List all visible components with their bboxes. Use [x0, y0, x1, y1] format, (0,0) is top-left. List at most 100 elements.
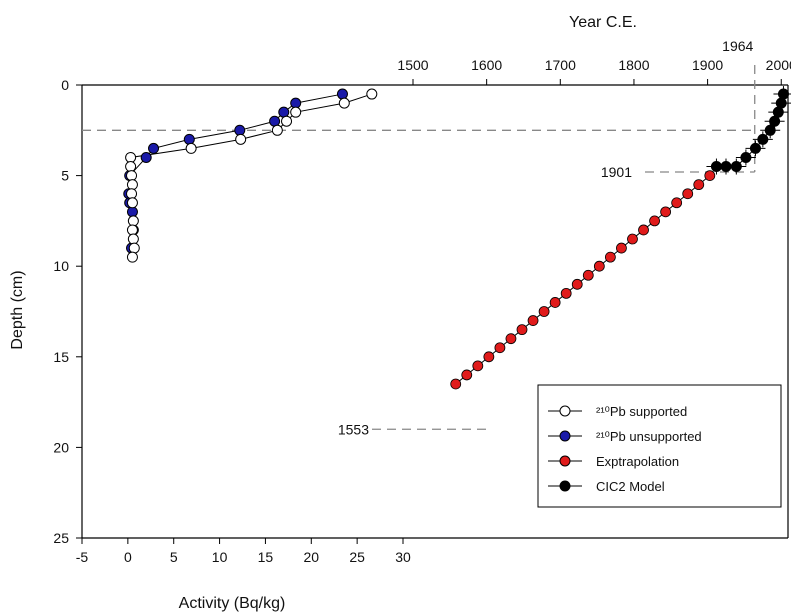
extrapolation-series-line: [455, 175, 711, 385]
extrapolation-point: [461, 369, 473, 381]
extrapolation-point: [693, 179, 705, 191]
supported-point: [366, 88, 378, 100]
x-tick-label: 0: [124, 549, 132, 565]
model-point: [777, 88, 789, 100]
year-tick-label-1964: 1964: [722, 38, 753, 54]
x-tick-label: 15: [258, 549, 274, 565]
model-point: [764, 124, 776, 136]
annotation-1901: 1901: [601, 164, 632, 180]
axis-ticks: -5 0 5 10 15 20 25 30 0 5 10 15 20 25 1500 1600 1700 1800…: [53, 38, 791, 565]
extrapolation-point: [638, 224, 649, 236]
data-marks: [123, 86, 791, 390]
year-tick-label: 1500: [397, 57, 428, 73]
year-tick-label: 1700: [545, 57, 576, 73]
model-point: [775, 97, 787, 109]
unsupported-point: [234, 124, 246, 136]
extrapolation-point: [616, 242, 627, 254]
supported-point: [126, 188, 138, 200]
supported-point: [126, 170, 138, 182]
supported-point: [126, 224, 138, 236]
legend-swatch-marker: [559, 430, 571, 442]
model-point: [757, 133, 769, 145]
extrapolation-point: [671, 197, 683, 209]
legend-swatch-marker: [559, 480, 571, 492]
extrapolation-point: [604, 251, 616, 263]
supported-point: [271, 124, 283, 136]
year-tick-label: 1600: [471, 57, 502, 73]
x-tick-label: 30: [395, 549, 411, 565]
unsupported-point: [126, 206, 138, 218]
legend-label: ²¹⁰Pb unsupported: [596, 429, 702, 444]
legend-label: ²¹⁰Pb supported: [596, 404, 687, 419]
supported-point: [126, 251, 138, 263]
model-point: [769, 115, 781, 127]
legend-box: [537, 384, 782, 508]
plot-frame: [81, 84, 789, 539]
extrapolation-point: [593, 260, 605, 272]
supported-point: [235, 133, 247, 145]
y-tick-label: 5: [61, 168, 69, 184]
supported-point: [126, 179, 138, 191]
extrapolation-point: [649, 215, 660, 227]
y-tick-label: 15: [53, 349, 69, 365]
supported-point: [338, 97, 350, 109]
x-axis-label: Activity (Bq/kg): [179, 595, 286, 612]
annotation-1553: 1553: [338, 421, 369, 437]
extrapolation-point: [538, 306, 550, 317]
supported-point: [125, 161, 137, 173]
year-tick-label: 1900: [692, 57, 723, 73]
extrapolation-point: [682, 188, 694, 200]
y-tick-label: 10: [53, 258, 69, 274]
extrapolation-point: [483, 351, 495, 363]
model-point: [740, 151, 752, 163]
x-tick-label: 10: [212, 549, 228, 565]
model-point: [710, 161, 722, 173]
supported-point: [185, 142, 197, 154]
top-year-axis-label: Year C.E.: [569, 14, 637, 31]
x-tick-label: 5: [170, 549, 178, 565]
legend: ²¹⁰Pb supported ²¹⁰Pb unsupported Exptrapo…: [537, 384, 782, 508]
extrapolation-point: [627, 233, 638, 245]
reference-lines: [82, 65, 756, 430]
y-tick-label: 25: [53, 530, 69, 546]
x-tick-label: 20: [303, 549, 319, 565]
unsupported-series-line: [128, 93, 343, 249]
extrapolation-point: [660, 206, 672, 218]
unsupported-point: [140, 151, 152, 163]
annotations: 1901 1553: [338, 164, 632, 437]
unsupported-point: [278, 106, 290, 118]
legend-label: Exptrapolation: [596, 454, 679, 469]
y-tick-label: 20: [53, 439, 69, 455]
supported-point: [127, 215, 139, 227]
unsupported-point: [269, 115, 281, 127]
supported-series-line: [130, 93, 372, 258]
extrapolation-point: [704, 170, 716, 182]
unsupported-point: [183, 133, 195, 145]
extrapolation-point: [505, 333, 517, 345]
unsupported-point: [336, 88, 348, 100]
extrapolation-point: [516, 324, 528, 336]
extrapolation-point: [549, 297, 561, 308]
supported-point: [290, 106, 302, 118]
supported-point: [127, 233, 139, 245]
extrapolation-point: [582, 269, 594, 281]
model-point: [749, 142, 761, 154]
unsupported-point: [148, 142, 160, 154]
supported-point: [126, 197, 138, 209]
legend-label: CIC2 Model: [596, 479, 665, 494]
y-axis-label: Depth (cm): [9, 270, 26, 349]
x-tick-label: -5: [76, 549, 89, 565]
extrapolation-point: [494, 342, 506, 354]
supported-point: [128, 242, 140, 254]
legend-swatch-marker: [559, 455, 571, 467]
year-tick-label: 2000: [766, 57, 791, 73]
extrapolation-point: [560, 287, 572, 299]
year-tick-label: 1800: [618, 57, 649, 73]
y-tick-label: 0: [61, 77, 69, 93]
supported-point: [125, 151, 137, 163]
legend-swatch-marker: [559, 405, 571, 417]
extrapolation-point: [527, 315, 539, 326]
x-tick-label: 25: [349, 549, 365, 565]
extrapolation-point: [571, 278, 583, 290]
